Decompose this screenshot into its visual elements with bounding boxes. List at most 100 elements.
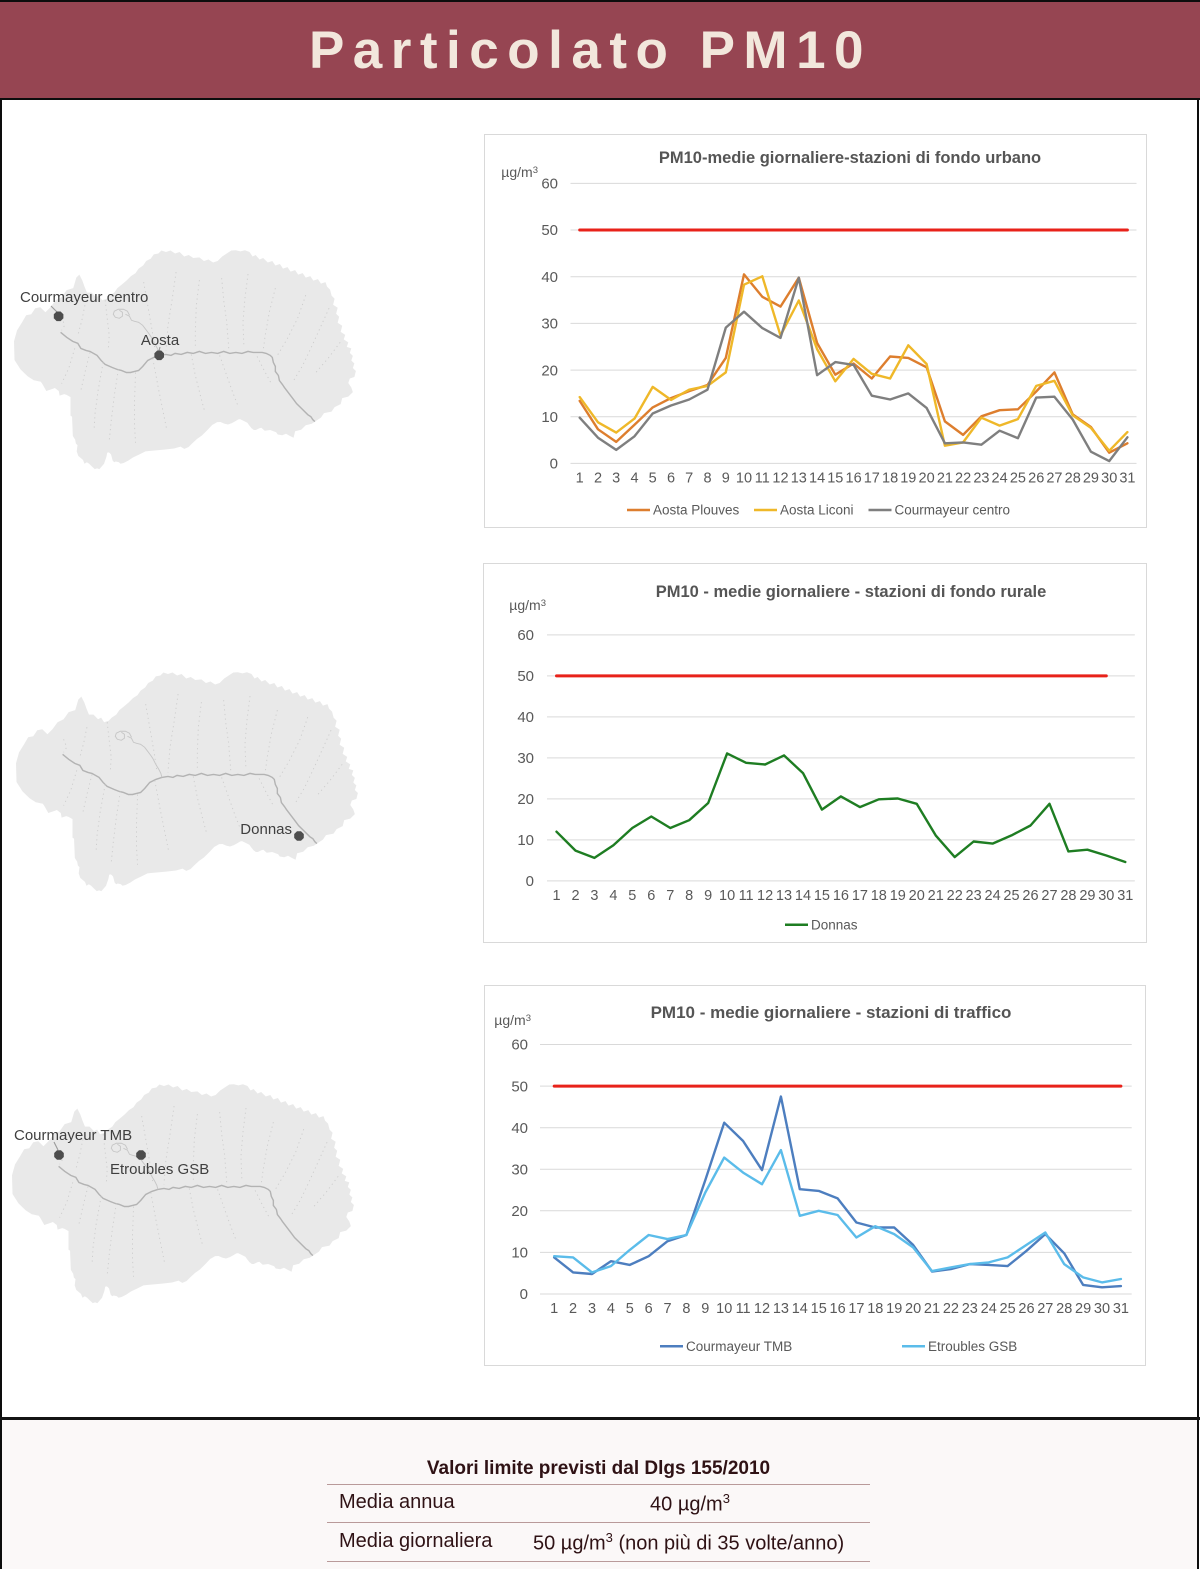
svg-text:14: 14 (792, 1301, 808, 1317)
svg-text:23: 23 (973, 471, 989, 487)
svg-text:60: 60 (511, 1037, 528, 1054)
svg-text:10: 10 (511, 1245, 528, 1262)
svg-text:8: 8 (682, 1301, 690, 1317)
svg-text:21: 21 (924, 1301, 940, 1317)
svg-text:30: 30 (541, 316, 558, 333)
svg-text:8: 8 (703, 471, 711, 487)
svg-text:60: 60 (541, 176, 558, 193)
svg-text:40: 40 (517, 709, 534, 726)
svg-text:3: 3 (588, 1301, 596, 1317)
svg-text:Aosta Plouves: Aosta Plouves (653, 503, 740, 518)
svg-text:24: 24 (981, 1301, 997, 1317)
svg-text:19: 19 (900, 471, 916, 487)
svg-text:31: 31 (1117, 888, 1133, 904)
svg-text:6: 6 (667, 471, 675, 487)
svg-text:22: 22 (955, 471, 971, 487)
svg-text:29: 29 (1083, 471, 1099, 487)
svg-text:Etroubles GSB: Etroubles GSB (928, 1339, 1017, 1354)
svg-text:30: 30 (1098, 888, 1114, 904)
svg-text:12: 12 (757, 888, 773, 904)
svg-text:25: 25 (1010, 471, 1026, 487)
svg-text:22: 22 (947, 888, 963, 904)
svg-text:15: 15 (814, 888, 830, 904)
svg-text:0: 0 (520, 1286, 528, 1303)
svg-text:17: 17 (864, 471, 880, 487)
svg-text:25: 25 (1003, 888, 1019, 904)
svg-text:20: 20 (905, 1301, 921, 1317)
svg-text:µg/m3: µg/m3 (509, 597, 546, 613)
svg-text:0: 0 (526, 873, 534, 890)
svg-text:0: 0 (550, 456, 558, 473)
svg-text:9: 9 (701, 1301, 709, 1317)
svg-text:30: 30 (1101, 471, 1117, 487)
svg-text:20: 20 (909, 888, 925, 904)
svg-text:26: 26 (1028, 471, 1044, 487)
svg-text:27: 27 (1041, 888, 1057, 904)
svg-text:29: 29 (1079, 888, 1095, 904)
svg-text:2: 2 (594, 471, 602, 487)
svg-text:10: 10 (517, 832, 534, 849)
svg-text:30: 30 (511, 1162, 528, 1179)
svg-text:21: 21 (937, 471, 953, 487)
svg-text:20: 20 (517, 791, 534, 808)
svg-text:28: 28 (1065, 471, 1081, 487)
svg-text:Etroubles GSB: Etroubles GSB (110, 1161, 209, 1178)
svg-text:11: 11 (739, 888, 754, 904)
svg-text:15: 15 (811, 1301, 827, 1317)
svg-text:1: 1 (576, 471, 584, 487)
svg-text:13: 13 (776, 888, 792, 904)
svg-text:6: 6 (645, 1301, 653, 1317)
svg-text:PM10 - medie giornaliere - sta: PM10 - medie giornaliere - stazioni di f… (656, 583, 1047, 601)
svg-text:13: 13 (791, 471, 807, 487)
svg-text:10: 10 (716, 1301, 732, 1317)
svg-text:10: 10 (541, 409, 558, 426)
svg-text:25: 25 (1000, 1301, 1016, 1317)
svg-text:27: 27 (1046, 471, 1062, 487)
svg-text:20: 20 (511, 1203, 528, 1220)
svg-text:29: 29 (1075, 1301, 1091, 1317)
svg-text:21: 21 (928, 888, 944, 904)
svg-text:24: 24 (992, 471, 1008, 487)
svg-text:Aosta Liconi: Aosta Liconi (780, 503, 854, 518)
svg-text:9: 9 (722, 471, 730, 487)
svg-text:5: 5 (628, 888, 636, 904)
svg-text:Courmayeur centro: Courmayeur centro (20, 289, 148, 306)
svg-text:15: 15 (827, 471, 843, 487)
svg-text:12: 12 (754, 1301, 770, 1317)
svg-text:17: 17 (852, 888, 868, 904)
svg-text:18: 18 (871, 888, 887, 904)
svg-text:Courmayeur centro: Courmayeur centro (895, 503, 1011, 518)
svg-text:9: 9 (704, 888, 712, 904)
svg-text:60: 60 (517, 627, 534, 644)
svg-text:2: 2 (571, 888, 579, 904)
svg-text:18: 18 (882, 471, 898, 487)
svg-text:7: 7 (666, 888, 674, 904)
svg-text:24: 24 (985, 888, 1001, 904)
svg-text:40: 40 (511, 1120, 528, 1137)
svg-text:Courmayeur TMB: Courmayeur TMB (14, 1127, 132, 1144)
svg-text:26: 26 (1018, 1301, 1034, 1317)
svg-text:31: 31 (1119, 471, 1135, 487)
svg-text:30: 30 (517, 750, 534, 767)
svg-text:10: 10 (719, 888, 735, 904)
svg-text:16: 16 (833, 888, 849, 904)
svg-text:PM10 - medie giornaliere - sta: PM10 - medie giornaliere - stazioni di t… (651, 1003, 1012, 1022)
svg-text:µg/m3: µg/m3 (501, 164, 538, 180)
svg-text:50: 50 (511, 1078, 528, 1095)
svg-text:31: 31 (1113, 1301, 1129, 1317)
svg-text:16: 16 (846, 471, 862, 487)
svg-text:40: 40 (541, 269, 558, 286)
svg-text:PM10-medie giornaliere-stazion: PM10-medie giornaliere-stazioni di fondo… (659, 149, 1041, 167)
svg-text:30: 30 (1094, 1301, 1110, 1317)
svg-text:5: 5 (626, 1301, 634, 1317)
svg-text:1: 1 (550, 1301, 558, 1317)
svg-text:16: 16 (830, 1301, 846, 1317)
svg-text:23: 23 (962, 1301, 978, 1317)
svg-text:14: 14 (809, 471, 825, 487)
svg-text:50: 50 (517, 668, 534, 685)
svg-text:3: 3 (612, 471, 620, 487)
svg-text:6: 6 (647, 888, 655, 904)
svg-text:Donnas: Donnas (811, 918, 858, 933)
svg-text:19: 19 (886, 1301, 902, 1317)
svg-text:22: 22 (943, 1301, 959, 1317)
